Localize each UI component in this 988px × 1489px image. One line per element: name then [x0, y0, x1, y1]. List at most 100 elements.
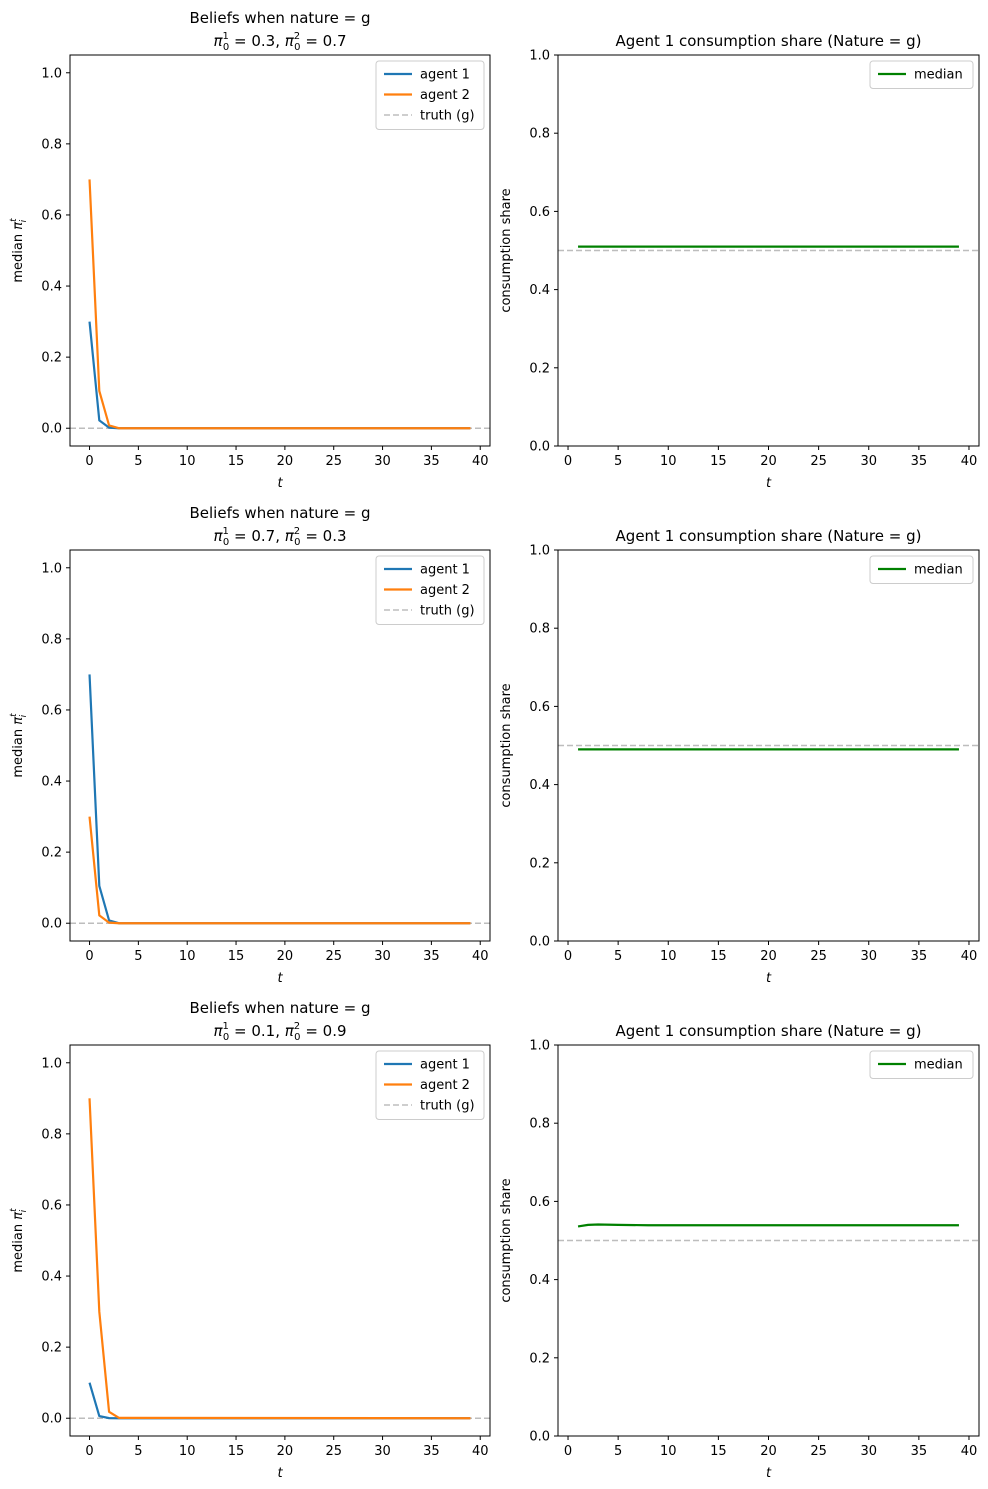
y-tick-label: 1.0	[529, 544, 550, 559]
plot-frame	[69, 549, 491, 942]
chart-5: Beliefs when nature = g π1 0 = 0.1, π2 0 = …	[9, 999, 491, 1481]
y-tick-label: 0.8	[41, 1127, 62, 1142]
y-tick-label: 0.4	[41, 775, 62, 790]
y-axis-label: median πti	[9, 713, 29, 778]
x-tick-label: 15	[228, 1444, 245, 1459]
legend-label: truth (g)	[420, 109, 475, 124]
chart-title: Agent 1 consumption share (Nature = g)	[616, 32, 922, 50]
x-axis-label: t	[766, 1466, 772, 1481]
x-tick-label: 30	[860, 949, 877, 964]
legend-box	[375, 1050, 485, 1120]
y-tick-label: 0.8	[41, 632, 62, 647]
y-axis-label: consumption share	[499, 683, 514, 807]
x-tick-label: 0	[564, 1444, 572, 1459]
y-tick-label: 0.4	[41, 1270, 62, 1285]
x-tick-label: 0	[85, 949, 93, 964]
series-line-agent-2	[88, 816, 471, 925]
x-tick-label: 25	[810, 454, 827, 469]
x-axis-label: t	[766, 476, 772, 491]
x-axis-label: t	[277, 1466, 283, 1481]
x-axis-label: t	[277, 971, 283, 986]
y-tick-label: 0.6	[41, 208, 62, 223]
chart-title: Beliefs when nature = g	[189, 999, 370, 1017]
x-axis-label: t	[766, 971, 772, 986]
x-tick-label: 25	[810, 1444, 827, 1459]
x-tick-label: 0	[564, 454, 572, 469]
y-tick-label: 1.0	[41, 561, 62, 576]
y-tick-label: 0.8	[529, 622, 550, 637]
legend-label: median	[914, 563, 963, 578]
x-tick-label: 20	[760, 1444, 777, 1459]
legend-label: median	[914, 68, 963, 83]
y-tick-label: 0.6	[529, 205, 550, 220]
x-tick-label: 25	[325, 949, 342, 964]
x-tick-label: 30	[860, 454, 877, 469]
chart-subtitle: π1 0 = 0.1, π2 0 = 0.9	[213, 1021, 346, 1043]
legend-label: truth (g)	[420, 1099, 475, 1114]
x-tick-label: 5	[134, 1444, 142, 1459]
y-tick-label: 0.2	[41, 1341, 62, 1356]
x-tick-label: 0	[85, 1444, 93, 1459]
x-tick-label: 20	[277, 454, 294, 469]
y-tick-label: 0.8	[41, 137, 62, 152]
legend-label: agent 2	[420, 1078, 470, 1093]
x-tick-label: 20	[760, 949, 777, 964]
y-tick-label: 0.6	[41, 1198, 62, 1213]
series-line-agent-1	[88, 674, 471, 925]
chart-subtitle: π1 0 = 0.3, π2 0 = 0.7	[213, 31, 346, 53]
legend-box	[869, 1050, 974, 1079]
y-tick-label: 0.6	[41, 703, 62, 718]
chart-title: Beliefs when nature = g	[189, 9, 370, 27]
y-tick-label: 0.4	[529, 283, 550, 298]
x-axis-label: t	[277, 476, 283, 491]
y-tick-label: 0.2	[529, 856, 550, 871]
x-tick-label: 5	[134, 454, 142, 469]
x-tick-label: 10	[660, 1444, 677, 1459]
series-line-agent-1	[88, 1382, 471, 1420]
y-axis-label: median πti	[9, 1208, 29, 1273]
x-tick-label: 35	[911, 1444, 928, 1459]
legend: agent 1 agent 2 truth (g)	[375, 60, 485, 130]
x-tick-label: 35	[423, 949, 440, 964]
y-tick-label: 0.0	[41, 917, 62, 932]
y-tick-label: 1.0	[529, 1039, 550, 1054]
y-tick-label: 1.0	[41, 1056, 62, 1071]
y-axis-label: median πti	[9, 218, 29, 283]
y-tick-label: 0.0	[41, 422, 62, 437]
y-tick-label: 0.4	[529, 778, 550, 793]
x-tick-label: 25	[325, 454, 342, 469]
y-tick-label: 0.6	[529, 700, 550, 715]
y-tick-label: 0.2	[41, 846, 62, 861]
x-tick-label: 5	[134, 949, 142, 964]
x-tick-label: 30	[374, 1444, 391, 1459]
y-axis-label: consumption share	[499, 188, 514, 312]
x-tick-label: 5	[614, 454, 622, 469]
x-tick-label: 5	[614, 1444, 622, 1459]
x-tick-label: 20	[760, 454, 777, 469]
legend: median	[869, 1050, 974, 1079]
x-tick-label: 25	[325, 1444, 342, 1459]
chart-title: Agent 1 consumption share (Nature = g)	[616, 527, 922, 545]
y-tick-label: 0.8	[529, 1117, 550, 1132]
legend-box	[375, 555, 485, 625]
x-tick-label: 20	[277, 949, 294, 964]
y-tick-label: 0.4	[41, 280, 62, 295]
legend-label: agent 2	[420, 88, 470, 103]
legend-box	[869, 60, 974, 89]
legend-label: median	[914, 1058, 963, 1073]
y-tick-label: 0.8	[529, 127, 550, 142]
legend: agent 1 agent 2 truth (g)	[375, 1050, 485, 1120]
chart-4: Agent 1 consumption share (Nature = g) 0 5…	[499, 527, 980, 986]
legend-label: agent 1	[420, 563, 470, 578]
chart-1: Beliefs when nature = g π1 0 = 0.3, π2 0 = …	[9, 9, 491, 491]
x-tick-label: 30	[860, 1444, 877, 1459]
legend-label: agent 1	[420, 1058, 470, 1073]
legend-label: agent 1	[420, 68, 470, 83]
x-tick-label: 10	[660, 454, 677, 469]
x-tick-label: 10	[179, 949, 196, 964]
plot-frame	[69, 54, 491, 447]
plot-frame	[69, 1044, 491, 1437]
series-line-agent-2	[88, 179, 471, 430]
legend-box	[869, 555, 974, 584]
